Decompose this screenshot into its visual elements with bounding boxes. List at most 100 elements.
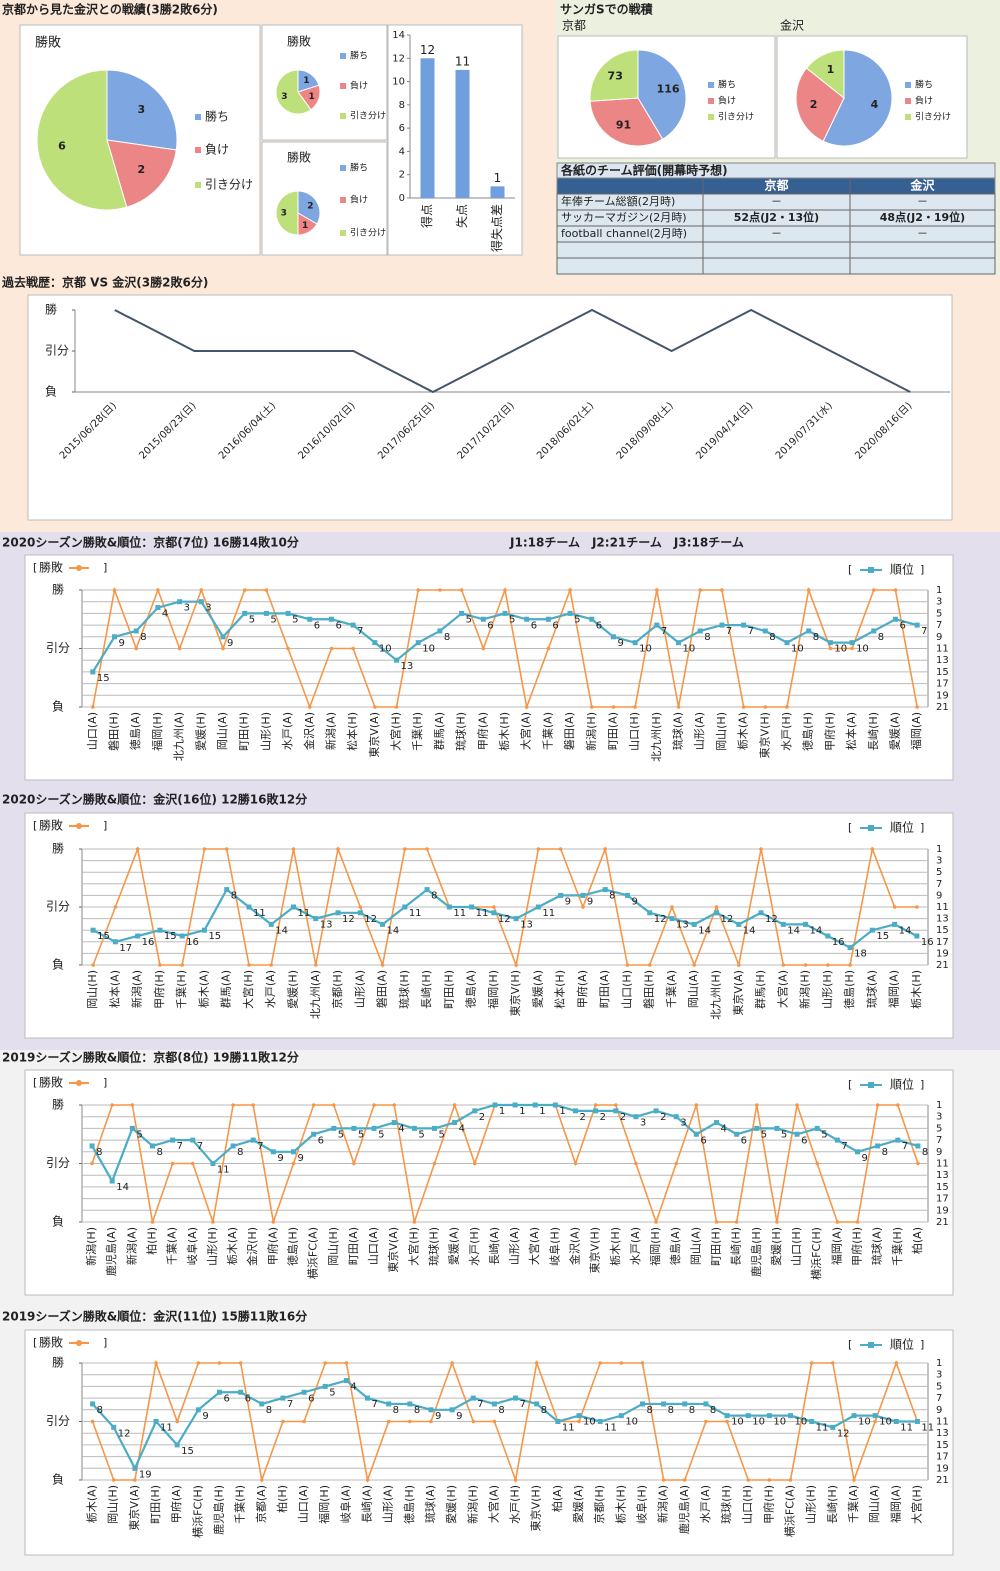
data-label: 7	[921, 626, 927, 637]
data-label: 14	[810, 925, 823, 936]
marker	[429, 1419, 433, 1424]
marker	[432, 1161, 437, 1166]
x-tick-label: 徳島(A)	[464, 970, 478, 1008]
marker	[250, 1137, 256, 1143]
marker	[767, 1478, 772, 1482]
data-label: 8	[646, 1405, 652, 1416]
marker	[892, 921, 898, 927]
x-tick-label: 水戸(H)	[509, 1485, 522, 1524]
data-label: 10	[731, 1417, 744, 1428]
data-label: 4	[459, 1124, 465, 1135]
marker	[613, 1103, 618, 1107]
marker	[371, 1125, 377, 1131]
marker	[358, 905, 363, 909]
x-tick-label: 水戸(A)	[264, 970, 277, 1008]
marker	[745, 1413, 751, 1419]
data-label: 8	[157, 1147, 163, 1158]
data-label: 9	[435, 1411, 441, 1422]
y2-tick-label: 5	[936, 608, 942, 619]
legend-label: 勝ち	[718, 79, 736, 91]
marker	[174, 1442, 180, 1448]
y2-tick-label: 13	[936, 1170, 949, 1181]
data-label: 12	[420, 43, 435, 57]
pie-slice	[589, 49, 639, 102]
marker	[170, 1137, 176, 1143]
x-tick-label: 横浜FC(A)	[783, 1485, 797, 1537]
y2-tick-label: 11	[936, 902, 949, 913]
marker	[424, 887, 430, 893]
data-label: 5	[781, 1129, 787, 1140]
marker	[847, 945, 853, 951]
legend-label: 負け	[350, 194, 368, 206]
legend-swatch	[905, 82, 911, 88]
legend-label: 勝ち	[350, 162, 368, 174]
marker	[784, 640, 790, 646]
x-tick-label: 柏(H)	[145, 1227, 159, 1255]
x-tick-label: 東京V(H)	[529, 1485, 543, 1531]
y-tick-label: 12	[392, 53, 405, 64]
section-title: 2019シーズン勝敗&順位：京都(8位) 19勝11敗12分	[2, 1050, 299, 1065]
data-label: 1	[499, 1106, 505, 1117]
marker	[692, 963, 697, 967]
y-tick-label: 負	[52, 700, 64, 714]
x-tick-label: 山口(H)	[628, 712, 641, 751]
data-label: 7	[177, 1141, 183, 1152]
x-tick-label: 松本(H)	[553, 970, 567, 1009]
section-title: サンガSでの戦積	[560, 2, 654, 17]
data-label: 12	[118, 1428, 131, 1439]
data-label: 7	[287, 1399, 293, 1410]
legend-swatch	[905, 114, 911, 120]
series-line	[91, 1379, 918, 1471]
legend-label: 順位	[890, 1337, 914, 1352]
x-tick-label: 福岡(H)	[486, 970, 500, 1009]
marker	[311, 1131, 317, 1137]
legend-label: 勝ち	[205, 109, 229, 124]
x-tick-label: 愛媛(H)	[444, 1485, 458, 1524]
data-label: 5	[439, 1129, 445, 1140]
marker	[558, 892, 564, 898]
bracket: [	[33, 561, 37, 574]
marker	[534, 1401, 540, 1407]
marker	[835, 1220, 840, 1224]
marker	[270, 1149, 276, 1155]
marker	[654, 1220, 658, 1224]
marker	[198, 599, 204, 605]
data-label: 2	[307, 201, 313, 211]
data-label: 13	[520, 920, 533, 931]
data-label: 5	[358, 1129, 364, 1140]
marker	[329, 646, 334, 651]
data-label: 11	[453, 908, 466, 919]
marker	[492, 905, 496, 909]
marker	[394, 705, 399, 709]
data-label: 3	[281, 209, 287, 219]
marker	[653, 1108, 659, 1114]
data-label: 13	[401, 661, 414, 672]
bracket: [	[848, 563, 852, 576]
marker	[647, 910, 653, 916]
marker	[873, 1419, 877, 1424]
marker	[199, 588, 204, 592]
x-tick-label: 長崎(A)	[360, 1485, 374, 1523]
marker	[386, 1401, 392, 1407]
x-tick-label: 福岡(A)	[888, 1485, 902, 1523]
chart-title: 勝敗	[35, 36, 61, 51]
marker	[647, 963, 652, 967]
data-label: 15	[208, 931, 221, 942]
marker	[428, 1407, 434, 1413]
data-label: 8	[878, 632, 884, 643]
data-label: 2	[138, 163, 146, 176]
marker	[291, 1149, 296, 1155]
marker	[512, 1102, 518, 1108]
x-tick-label: 甲府(H)	[761, 1485, 775, 1524]
marker	[472, 1108, 478, 1114]
marker	[754, 1103, 759, 1107]
x-tick-label: 京都(H)	[330, 970, 344, 1009]
x-tick-label: 鹿児島(H)	[749, 1227, 763, 1277]
y2-tick-label: 15	[936, 1440, 949, 1451]
data-label: 2	[600, 1112, 606, 1123]
data-label: 16	[921, 937, 934, 948]
table-row-label: 年俸チーム総額(2月時)	[561, 194, 675, 208]
x-tick-label: 町田(A)	[347, 1227, 360, 1265]
marker	[411, 1125, 417, 1131]
